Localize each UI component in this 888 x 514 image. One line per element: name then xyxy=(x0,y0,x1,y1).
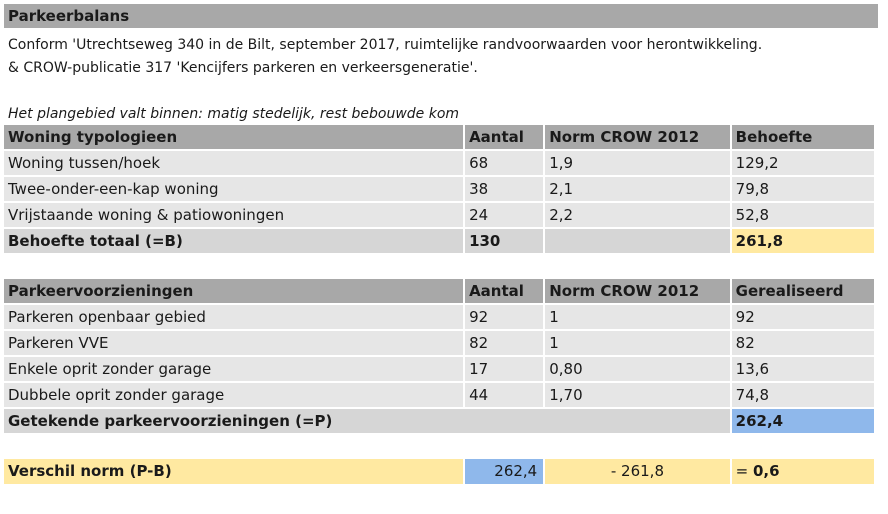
verschil-b-value: - 261,8 xyxy=(545,459,730,484)
parkeer-voorziening-cell: Dubbele oprit zonder garage xyxy=(4,383,464,407)
verschil-result: = 0,6 xyxy=(731,459,874,484)
table-spacer xyxy=(4,435,878,457)
woning-type-cell: Vrijstaande woning & patiowoningen xyxy=(4,203,464,227)
sheet-title: Parkeerbalans xyxy=(4,4,878,28)
woning-type-cell: Woning tussen/hoek xyxy=(4,151,464,175)
parkeer-aantal-cell: 82 xyxy=(465,331,544,355)
verschil-p-value: 262,4 xyxy=(465,459,544,484)
parkeer-gerealiseerd-cell: 13,6 xyxy=(731,357,874,381)
parkeer-norm-cell: 1 xyxy=(545,305,730,329)
woning-aantal-cell: 68 xyxy=(465,151,544,175)
table-row: Twee-onder-een-kap woning 38 2,1 79,8 xyxy=(4,177,874,201)
woning-norm-cell: 2,2 xyxy=(545,203,730,227)
woning-behoefte-cell: 52,8 xyxy=(731,203,874,227)
woning-table: Woning typologieen Aantal Norm CROW 2012… xyxy=(2,123,876,255)
parkeer-norm-cell: 0,80 xyxy=(545,357,730,381)
table-row: Vrijstaande woning & patiowoningen 24 2,… xyxy=(4,203,874,227)
woning-norm-cell: 2,1 xyxy=(545,177,730,201)
woning-header-row: Woning typologieen Aantal Norm CROW 2012… xyxy=(4,125,874,149)
table-spacer xyxy=(4,255,878,277)
parkeer-aantal-cell: 92 xyxy=(465,305,544,329)
behoefte-totaal-aantal: 130 xyxy=(465,229,544,253)
woning-header-norm: Norm CROW 2012 xyxy=(545,125,730,149)
getekende-voorzieningen-label: Getekende parkeervoorzieningen (=P) xyxy=(4,409,730,433)
parkeer-header-norm: Norm CROW 2012 xyxy=(545,279,730,303)
parkeer-header-row: Parkeervoorzieningen Aantal Norm CROW 20… xyxy=(4,279,874,303)
parkeer-norm-cell: 1 xyxy=(545,331,730,355)
woning-norm-cell: 1,9 xyxy=(545,151,730,175)
woning-aantal-cell: 24 xyxy=(465,203,544,227)
parkeer-voorziening-cell: Parkeren openbaar gebied xyxy=(4,305,464,329)
behoefte-totaal-norm xyxy=(545,229,730,253)
woning-header-aantal: Aantal xyxy=(465,125,544,149)
woning-header-typologie: Woning typologieen xyxy=(4,125,464,149)
table-row: Woning tussen/hoek 68 1,9 129,2 xyxy=(4,151,874,175)
intro-line-1: Conform 'Utrechtseweg 340 in de Bilt, se… xyxy=(8,37,763,53)
table-row: Parkeren openbaar gebied 92 1 92 xyxy=(4,305,874,329)
intro-text: Conform 'Utrechtseweg 340 in de Bilt, se… xyxy=(4,34,878,80)
verschil-row: Verschil norm (P-B) 262,4 - 261,8 = 0,6 xyxy=(4,459,874,484)
parkeer-norm-cell: 1,70 xyxy=(545,383,730,407)
table-row: Enkele oprit zonder garage 17 0,80 13,6 xyxy=(4,357,874,381)
parkeer-gerealiseerd-cell: 82 xyxy=(731,331,874,355)
behoefte-totaal-label: Behoefte totaal (=B) xyxy=(4,229,464,253)
parkeer-header-aantal: Aantal xyxy=(465,279,544,303)
parkeer-voorziening-cell: Parkeren VVE xyxy=(4,331,464,355)
verschil-result-prefix: = xyxy=(735,462,753,480)
parkeer-table: Parkeervoorzieningen Aantal Norm CROW 20… xyxy=(2,277,876,435)
woning-header-behoefte: Behoefte xyxy=(731,125,874,149)
parkeerbalans-sheet: Parkeerbalans Conform 'Utrechtseweg 340 … xyxy=(4,4,878,486)
verschil-result-value: 0,6 xyxy=(753,462,780,480)
table-row: Parkeren VVE 82 1 82 xyxy=(4,331,874,355)
table-row: Dubbele oprit zonder garage 44 1,70 74,8 xyxy=(4,383,874,407)
woning-type-cell: Twee-onder-een-kap woning xyxy=(4,177,464,201)
verschil-label: Verschil norm (P-B) xyxy=(4,459,464,484)
woning-total-row: Behoefte totaal (=B) 130 261,8 xyxy=(4,229,874,253)
verschil-table: Verschil norm (P-B) 262,4 - 261,8 = 0,6 xyxy=(2,457,876,486)
behoefte-totaal-value: 261,8 xyxy=(731,229,874,253)
woning-behoefte-cell: 79,8 xyxy=(731,177,874,201)
parkeer-total-row: Getekende parkeervoorzieningen (=P) 262,… xyxy=(4,409,874,433)
parkeer-gerealiseerd-cell: 92 xyxy=(731,305,874,329)
parkeer-header-voorziening: Parkeervoorzieningen xyxy=(4,279,464,303)
woning-behoefte-cell: 129,2 xyxy=(731,151,874,175)
parkeer-aantal-cell: 44 xyxy=(465,383,544,407)
woning-aantal-cell: 38 xyxy=(465,177,544,201)
parkeer-header-gerealiseerd: Gerealiseerd xyxy=(731,279,874,303)
getekende-voorzieningen-value: 262,4 xyxy=(731,409,874,433)
intro-line-2: & CROW-publicatie 317 'Kencijfers parker… xyxy=(8,60,478,76)
parkeer-gerealiseerd-cell: 74,8 xyxy=(731,383,874,407)
parkeer-aantal-cell: 17 xyxy=(465,357,544,381)
parkeer-voorziening-cell: Enkele oprit zonder garage xyxy=(4,357,464,381)
plangebied-note: Het plangebied valt binnen: matig stedel… xyxy=(8,106,460,122)
